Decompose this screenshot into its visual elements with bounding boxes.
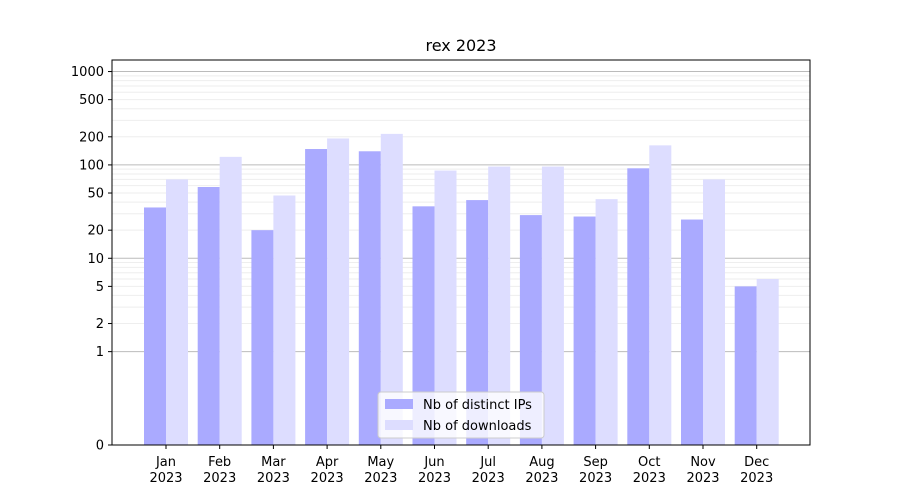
x-tick-label-year: 2023 [203, 471, 236, 486]
bar-downloads [488, 166, 511, 446]
bar-distinct-ips [358, 151, 381, 445]
legend-box [377, 391, 545, 439]
x-tick-label-month: Nov [690, 455, 716, 470]
bar-distinct-ips [573, 216, 596, 445]
x-tick-label-month: Feb [208, 455, 231, 470]
y-tick-label: 10 [87, 252, 104, 267]
x-tick-label-year: 2023 [364, 471, 397, 486]
y-tick-label: 5 [96, 280, 104, 295]
x-tick-label-year: 2023 [686, 471, 719, 486]
y-tick-label: 200 [79, 130, 104, 145]
bar-downloads [703, 179, 725, 446]
x-tick-label-month: Dec [744, 455, 769, 470]
x-tick-label-year: 2023 [311, 471, 344, 486]
bar-downloads [595, 199, 618, 445]
bar-distinct-ips [305, 149, 328, 446]
chart-title: rex 2023 [425, 36, 496, 55]
legend-label: Nb of distinct IPs [423, 398, 532, 413]
y-tick-label: 500 [79, 93, 104, 108]
bar-downloads [219, 156, 242, 445]
bar-downloads [166, 179, 188, 446]
legend-swatch [385, 399, 413, 409]
x-tick-label-month: Apr [316, 455, 339, 470]
x-tick-label-year: 2023 [472, 471, 505, 486]
bar-distinct-ips [681, 219, 703, 445]
y-tick-label: 100 [79, 158, 104, 173]
y-tick-label: 20 [87, 224, 104, 239]
y-tick-label: 0 [96, 439, 104, 454]
x-tick-label-month: May [367, 455, 394, 470]
bar-distinct-ips [412, 206, 435, 445]
y-axis-ticks: 0 1 2 5 10 20 50 100 200 500 1000 [71, 65, 112, 454]
bar-distinct-ips [734, 286, 757, 445]
x-tick-label-year: 2023 [740, 471, 773, 486]
y-tick-label: 2 [96, 317, 104, 332]
y-tick-label: 1 [96, 345, 104, 360]
bar-downloads [327, 138, 350, 446]
x-tick-label-year: 2023 [633, 471, 666, 486]
x-tick-label-month: Jul [479, 455, 496, 470]
x-tick-label-month: Aug [529, 455, 554, 470]
x-tick-label-month: Oct [638, 455, 660, 470]
plot-area-frame [111, 59, 811, 446]
bar-downloads [273, 195, 296, 445]
x-tick-label-year: 2023 [257, 471, 290, 486]
x-tick-label-year: 2023 [579, 471, 612, 486]
bar-downloads [756, 278, 779, 445]
x-tick-label-year: 2023 [149, 471, 182, 486]
bars [144, 133, 779, 446]
bar-distinct-ips [197, 186, 220, 445]
y-tick-label: 50 [87, 187, 104, 202]
y-tick-label: 1000 [71, 65, 104, 80]
bar-distinct-ips [466, 200, 489, 445]
legend: Nb of distinct IPs Nb of downloads [377, 391, 545, 439]
bar-downloads [380, 133, 403, 445]
x-tick-label-month: Jun [423, 455, 444, 470]
x-tick-label-month: Mar [261, 455, 286, 470]
bar-distinct-ips [251, 230, 274, 445]
x-tick-label-month: Jan [155, 455, 176, 470]
bar-downloads [434, 170, 457, 445]
bar-distinct-ips [144, 207, 166, 445]
x-axis-ticks: Jan2023Feb2023Mar2023Apr2023May2023Jun20… [149, 445, 773, 486]
bar-downloads [649, 145, 672, 445]
legend-label: Nb of downloads [423, 419, 532, 434]
bar-distinct-ips [627, 168, 650, 445]
bar-distinct-ips [519, 215, 542, 445]
bar-downloads [541, 166, 564, 446]
x-tick-label-year: 2023 [418, 471, 451, 486]
x-tick-label-year: 2023 [525, 471, 558, 486]
legend-swatch [385, 420, 413, 430]
x-tick-label-month: Sep [583, 455, 608, 470]
